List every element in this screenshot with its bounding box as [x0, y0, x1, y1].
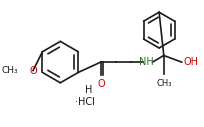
Text: NH: NH	[139, 57, 153, 67]
Text: CH₃: CH₃	[1, 66, 18, 75]
Text: O: O	[29, 66, 37, 76]
Text: OH: OH	[184, 57, 198, 67]
Text: ·HCl: ·HCl	[75, 97, 95, 107]
Text: H: H	[85, 85, 92, 95]
Text: O: O	[98, 79, 105, 89]
Text: CH₃: CH₃	[156, 79, 172, 88]
